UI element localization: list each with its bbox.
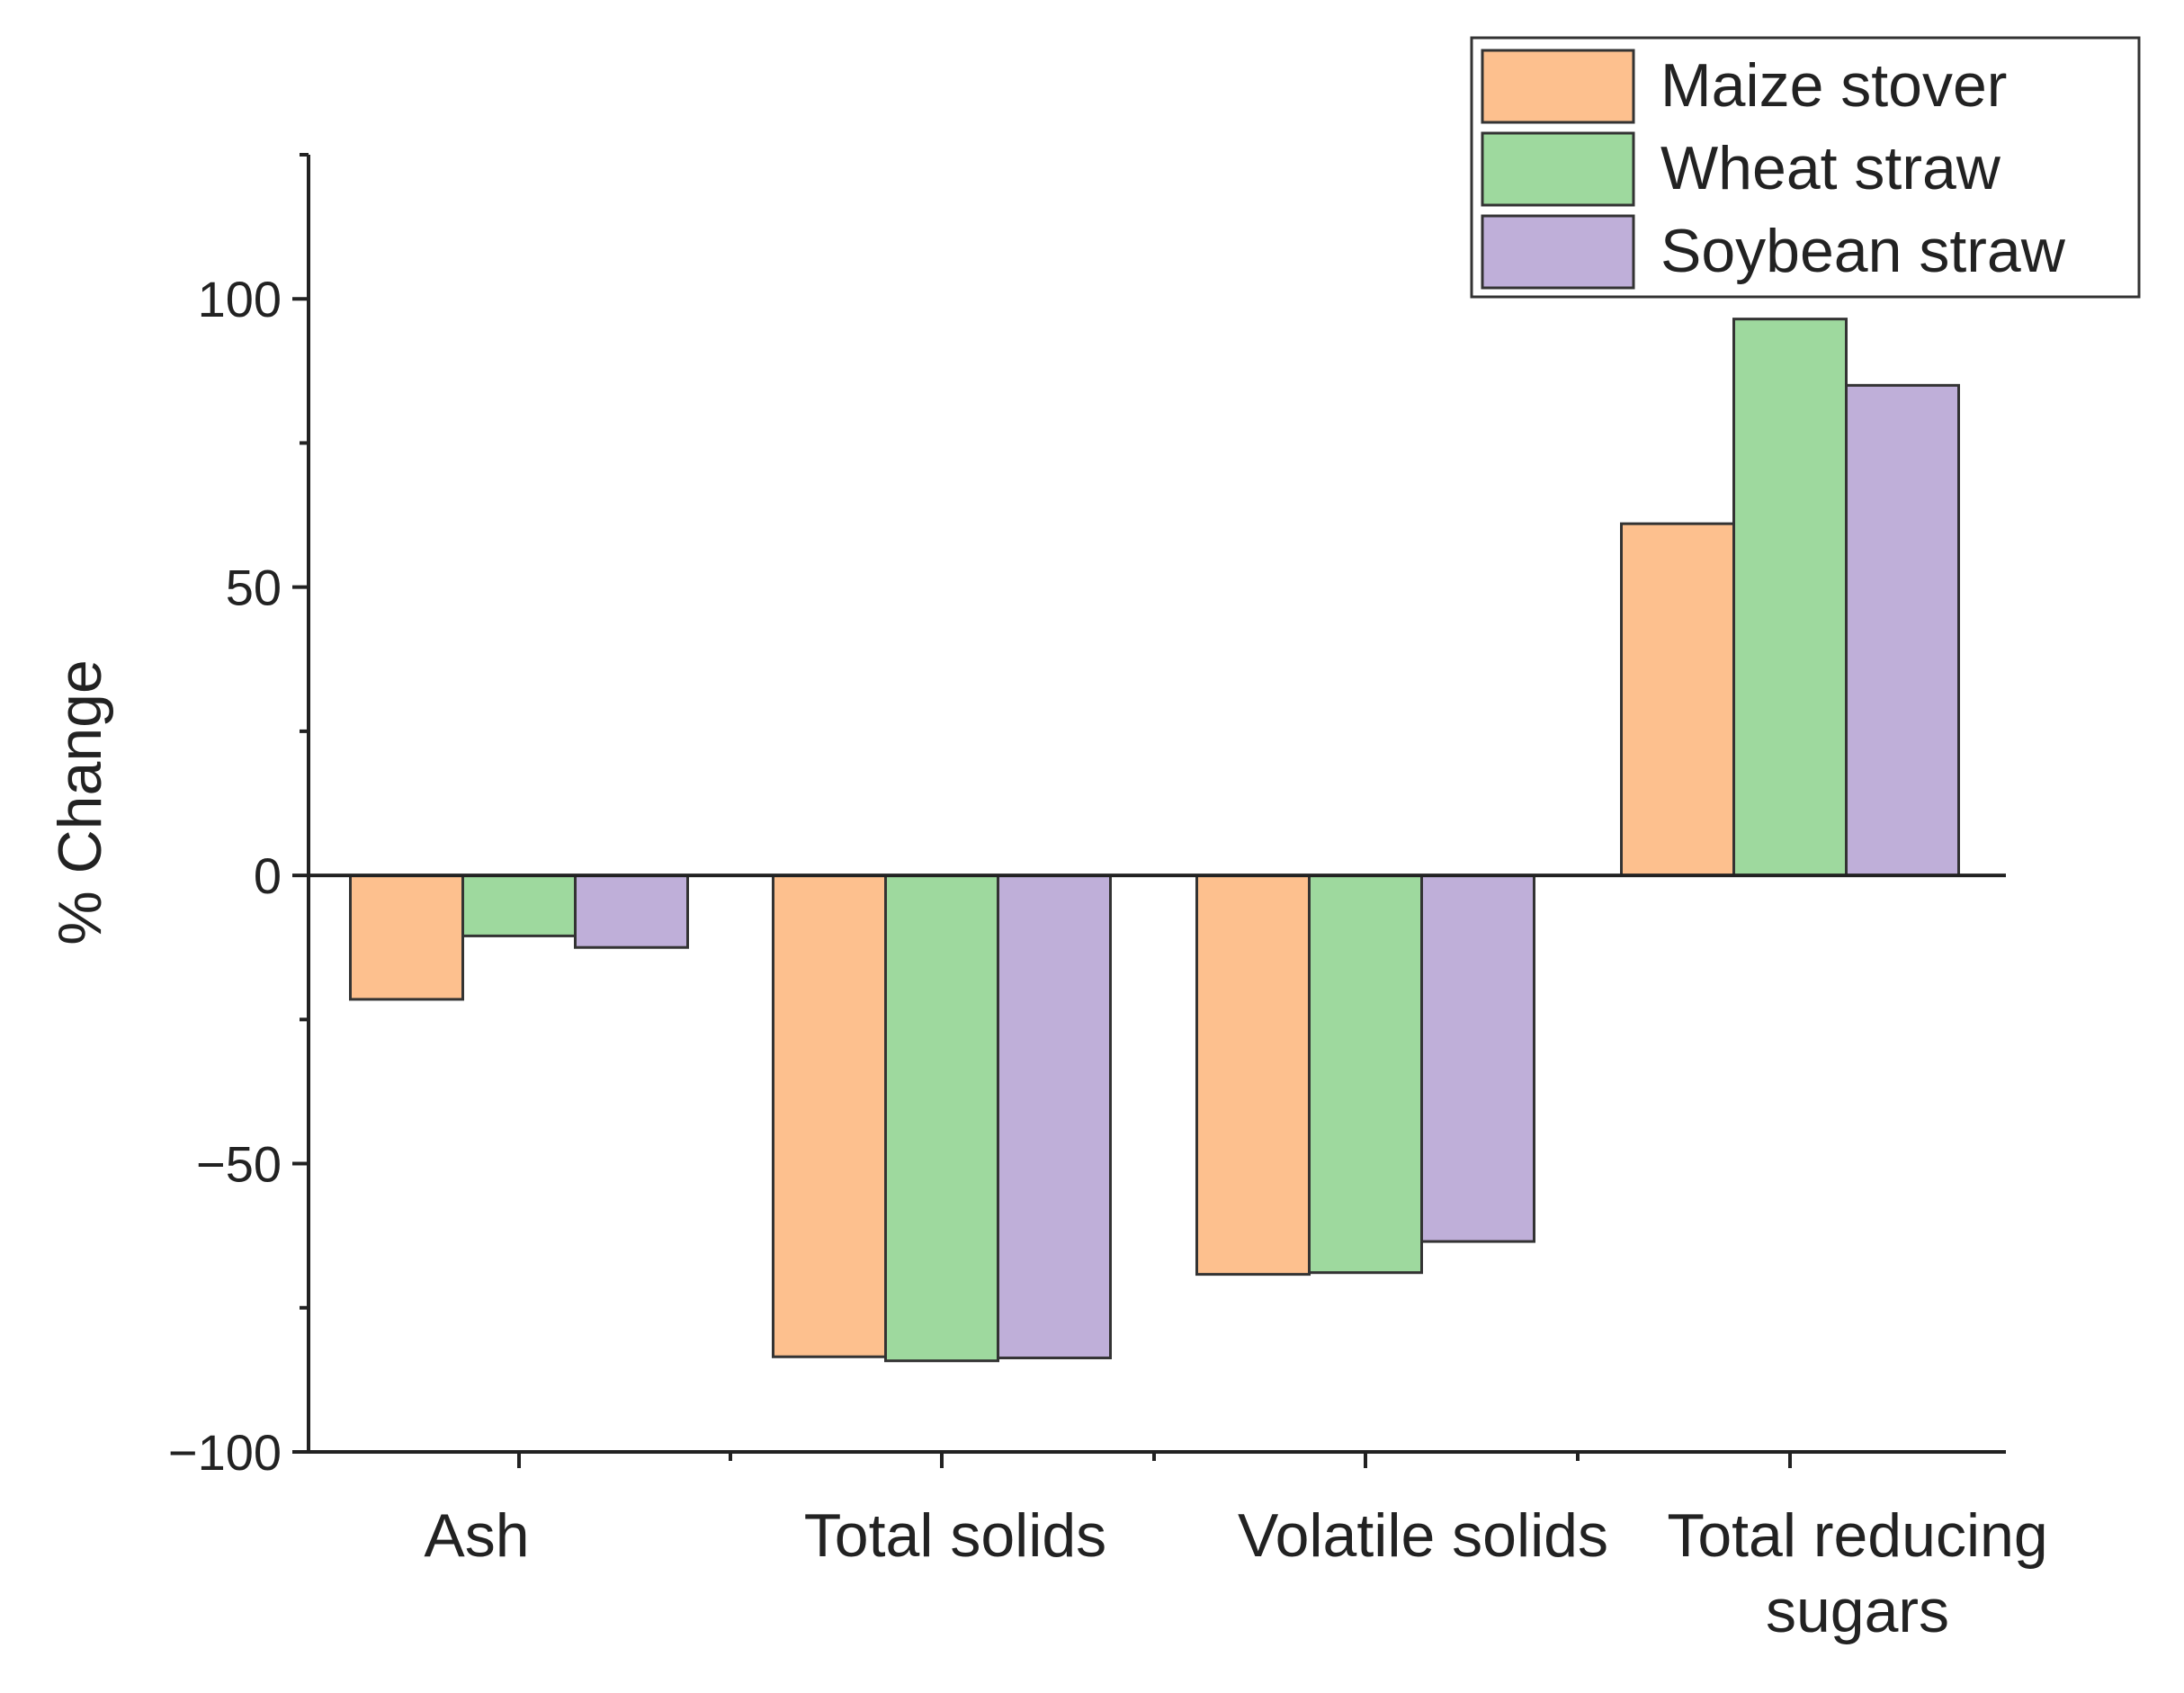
bar-maize-stover-cat-2 (1195, 873, 1311, 1276)
y-axis-title: % Change (46, 659, 114, 945)
y-tick-label: −100 (168, 1424, 282, 1481)
legend-swatch-maize-stover (1481, 49, 1635, 124)
legend: Maize stover Wheat straw Soybean straw (1470, 36, 2141, 299)
bar-maize-stover-cat-3 (1620, 522, 1735, 877)
x-category-label: sugars (1766, 1577, 1949, 1645)
bar-soybean-straw-cat-2 (1420, 873, 1535, 1243)
legend-swatch-soybean-straw (1481, 214, 1635, 290)
y-tick-label: 0 (254, 847, 282, 904)
y-tick-label: 100 (198, 271, 282, 327)
bar-maize-stover-cat-1 (772, 873, 887, 1358)
axes-layer (292, 153, 2006, 1468)
labels-layer: −100 −50 0 50 100 Ash Total solids Volatile sol… (46, 271, 2048, 1645)
x-category-label: Total solids (804, 1501, 1106, 1570)
legend-swatch-wheat-straw (1481, 131, 1635, 207)
bar-soybean-straw-cat-3 (1845, 383, 1960, 877)
x-category-label: Total reducing (1667, 1501, 2047, 1570)
bar-wheat-straw-cat-1 (884, 873, 999, 1363)
bar-wheat-straw-cat-0 (461, 873, 577, 937)
bar-wheat-straw-cat-3 (1732, 318, 1848, 877)
y-tick-label: −50 (196, 1136, 282, 1193)
legend-label: Wheat straw (1660, 134, 2001, 202)
bar-maize-stover-cat-0 (349, 873, 464, 1001)
bars-layer (349, 318, 1960, 1363)
legend-label: Soybean straw (1660, 217, 2066, 285)
x-category-label: Ash (424, 1501, 529, 1570)
bar-wheat-straw-cat-2 (1308, 873, 1423, 1275)
bar-soybean-straw-cat-1 (997, 873, 1112, 1360)
legend-label: Maize stover (1660, 51, 2007, 120)
y-tick-label: 50 (226, 560, 282, 616)
bar-soybean-straw-cat-0 (574, 873, 689, 949)
x-category-label: Volatile solids (1238, 1501, 1608, 1570)
